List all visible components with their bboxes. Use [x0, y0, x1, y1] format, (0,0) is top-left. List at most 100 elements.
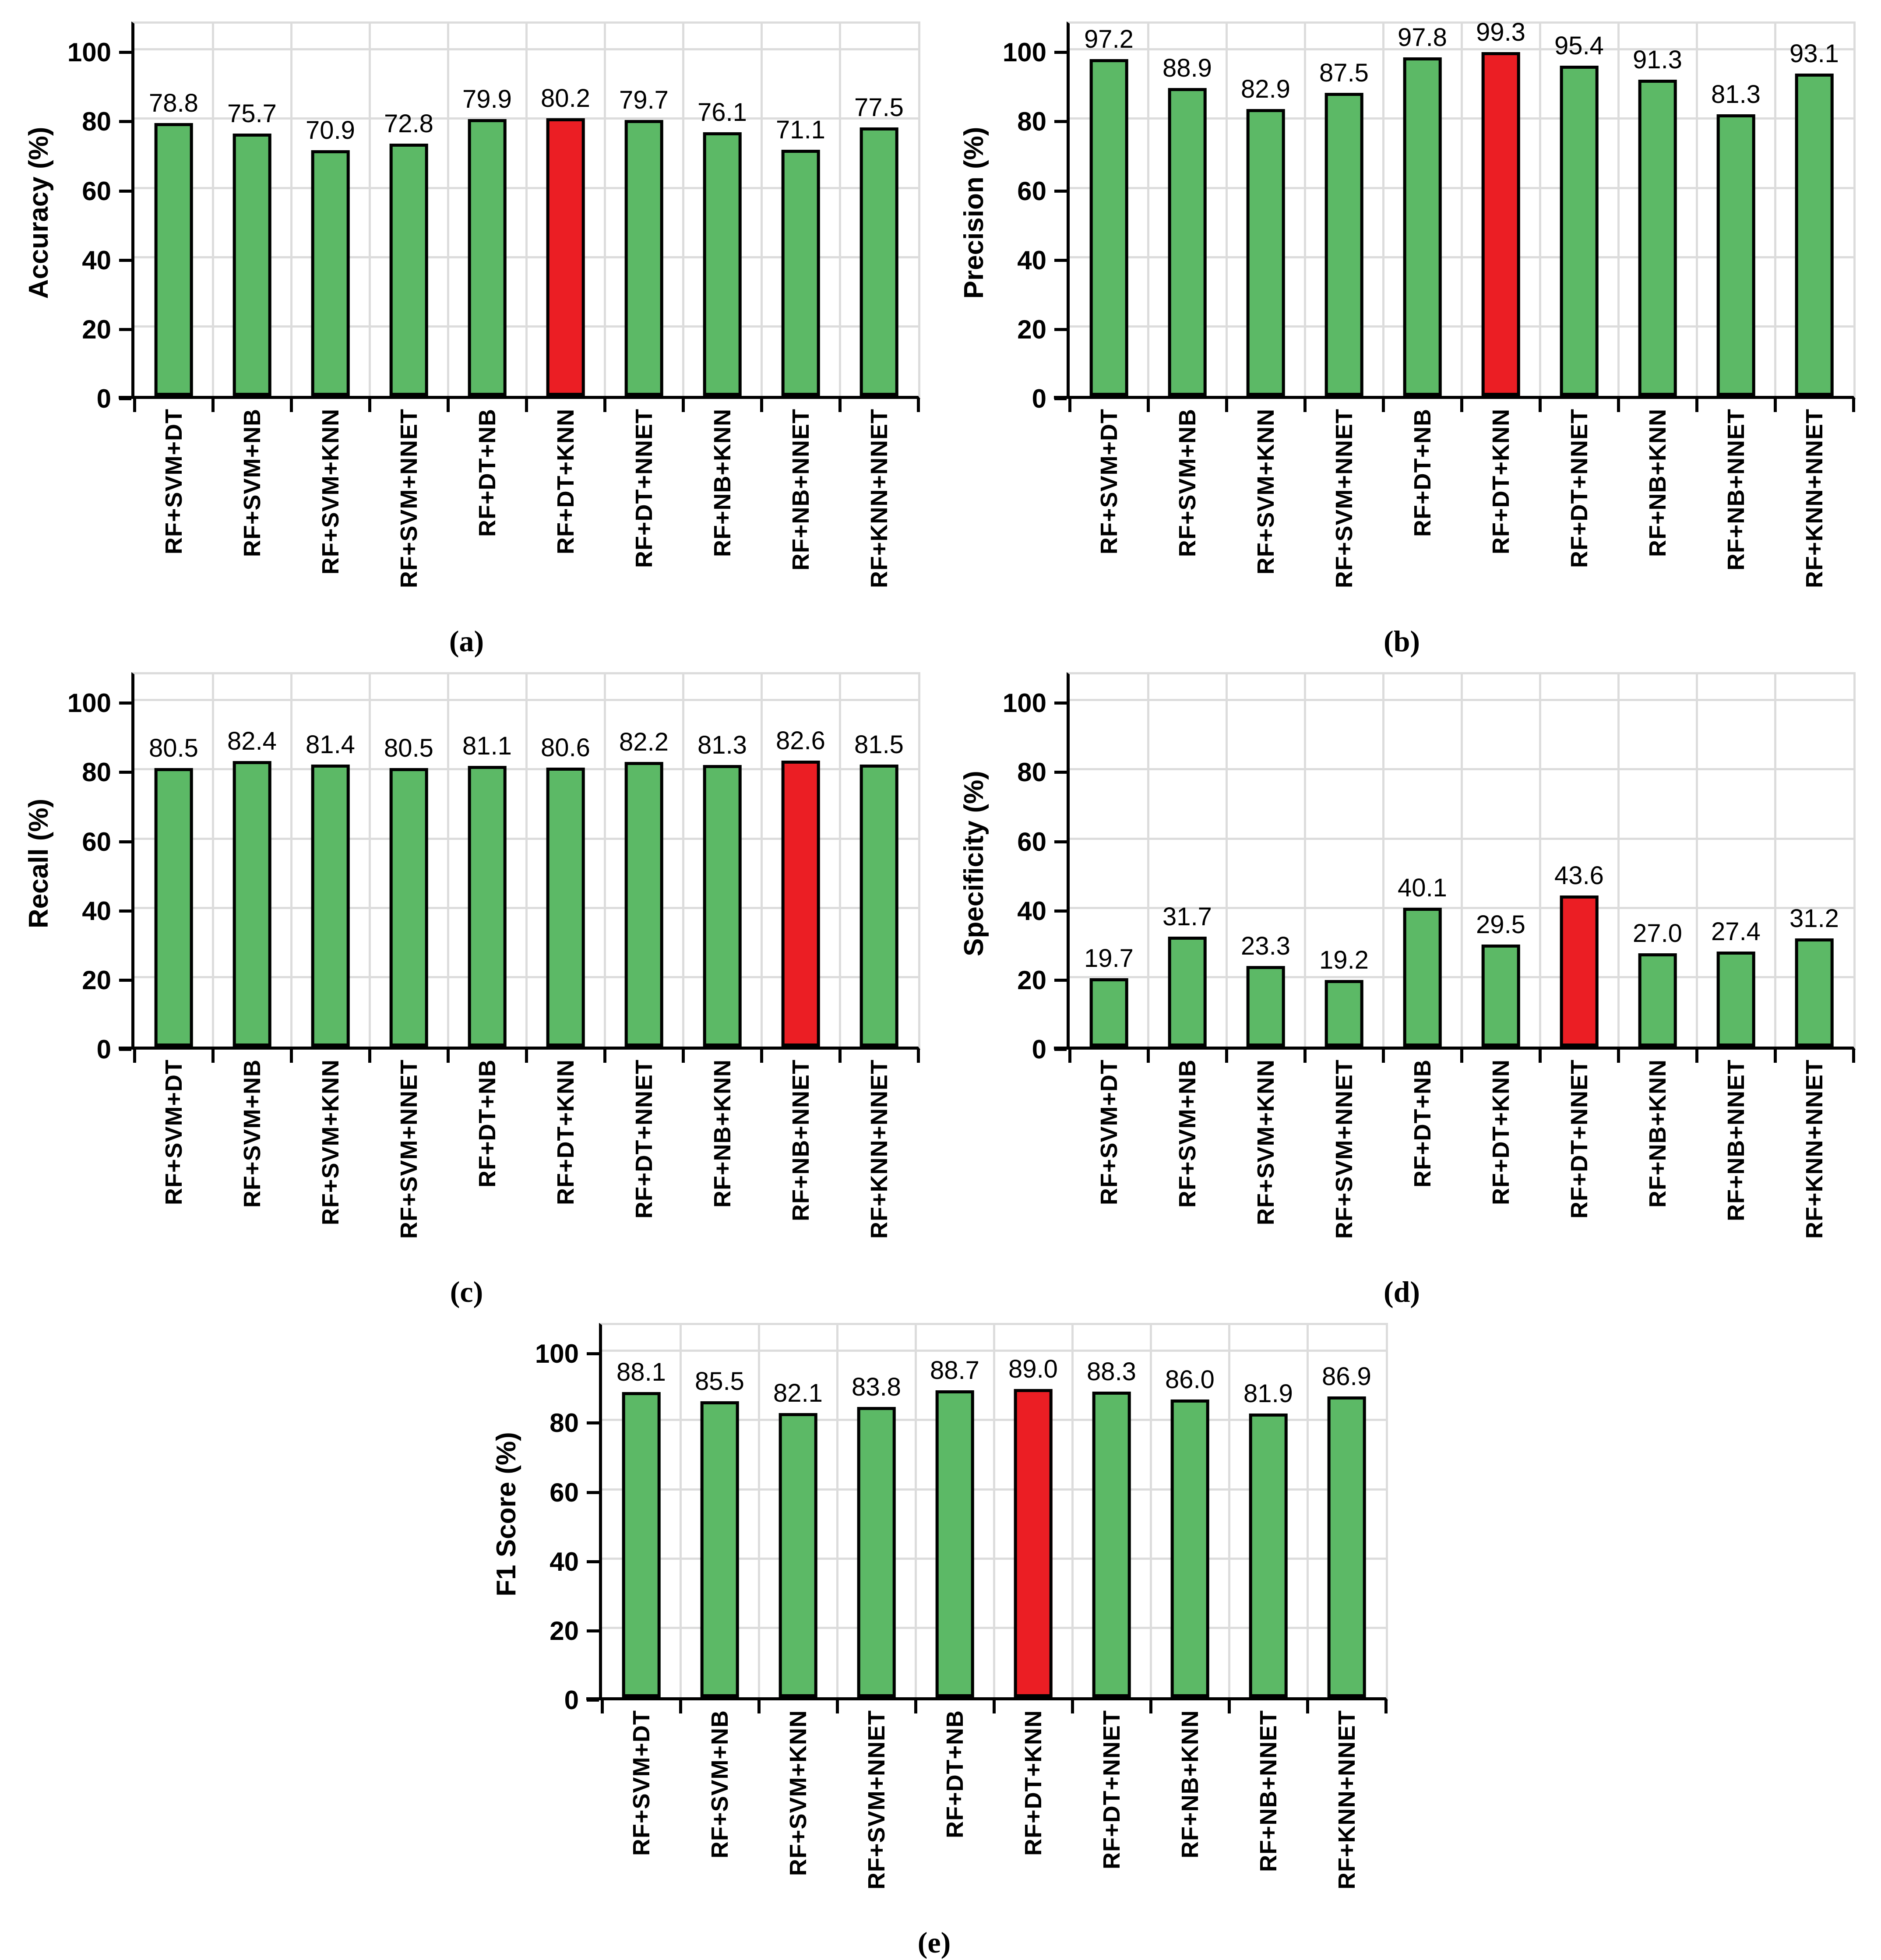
category-label: RF+NB+KNN	[1644, 409, 1671, 557]
category-label-cell: RF+DT+KNN	[1462, 1050, 1540, 1271]
gridline-vertical	[1307, 1325, 1309, 1697]
bar-value-label: 79.9	[462, 85, 512, 114]
category-label-cell: RF+NB+KNN	[1151, 1700, 1229, 1921]
bar	[1795, 73, 1834, 396]
bar-value-label: 31.2	[1789, 904, 1839, 933]
x-tick-mark	[1539, 1050, 1542, 1063]
x-tick-mark	[1384, 1700, 1388, 1713]
panel-recall: Recall (%) 0 20 40 60 80 100 80.5 82.4 81.4 80.5 81…	[13, 659, 933, 1309]
bar-value-label: 82.9	[1241, 74, 1290, 103]
category-label-cell: RF+SVM+DT	[134, 1050, 213, 1271]
x-tick-mark	[914, 1700, 917, 1713]
y-tick-mark	[1054, 840, 1067, 843]
y-tick-mark	[1054, 771, 1067, 774]
gridline-vertical	[290, 674, 292, 1047]
x-tick-mark	[1460, 399, 1463, 412]
gridline-vertical	[212, 674, 214, 1047]
x-tick-mark	[838, 399, 842, 412]
y-tick-label: 20	[1017, 965, 1046, 995]
y-tick-mark	[119, 840, 131, 843]
category-label-cell: RF+SVM+NNET	[1305, 1050, 1383, 1271]
y-tick-label: 0	[564, 1685, 579, 1715]
x-tick-mark	[1695, 1050, 1698, 1063]
panel-tag-area: (c)	[13, 1271, 920, 1309]
bar-value-label: 71.1	[776, 115, 825, 144]
category-label-cell: RF+SVM+DT	[602, 1700, 680, 1921]
bar	[154, 768, 193, 1047]
bar-value-label: 78.8	[149, 88, 198, 117]
category-label: RF+DT+NB	[474, 409, 500, 537]
bar	[859, 764, 898, 1047]
category-label-cell: RF+SVM+KNN	[1226, 1050, 1305, 1271]
bar-value-label: 19.7	[1084, 944, 1134, 973]
category-label: RF+DT+NNET	[631, 1059, 657, 1219]
bar-value-label: 23.3	[1241, 931, 1290, 960]
x-tick-mark	[601, 1700, 604, 1713]
x-tick-mark	[993, 1700, 996, 1713]
gridline-vertical	[1226, 674, 1228, 1047]
y-tick-mark	[1054, 702, 1067, 705]
bar	[778, 1413, 817, 1697]
gridline-vertical	[1461, 674, 1463, 1047]
gridline-vertical	[761, 24, 763, 396]
y-tick-label: 0	[96, 1035, 111, 1064]
y-tick-label: 0	[1032, 384, 1046, 413]
category-label: RF+DT+NNET	[1098, 1710, 1125, 1870]
y-tick-mark	[1054, 189, 1067, 193]
bar-value-label: 19.2	[1319, 946, 1369, 975]
x-tick-mark	[682, 1050, 685, 1063]
y-axis: 0 20 40 60 80 100	[55, 677, 131, 1063]
gridline-vertical	[447, 24, 449, 396]
x-tick-mark	[1147, 1050, 1150, 1063]
x-tick-mark	[447, 399, 450, 412]
y-tick-label: 40	[550, 1547, 579, 1576]
category-label: RF+DT+NNET	[631, 409, 657, 568]
category-label: RF+KNN+NNET	[1333, 1710, 1360, 1890]
bar	[859, 127, 898, 396]
x-tick-mark	[1852, 1050, 1855, 1063]
category-label-cell: RF+SVM+NNET	[370, 399, 448, 620]
x-axis-overhang	[119, 1047, 134, 1050]
category-label: RF+SVM+DT	[1095, 409, 1122, 555]
category-label-cell: RF+NB+NNET	[1697, 399, 1775, 620]
category-label-cell: RF+KNN+NNET	[1307, 1700, 1386, 1921]
bar	[703, 132, 742, 396]
x-tick-mark	[760, 399, 763, 412]
x-tick-mark	[133, 399, 136, 412]
bar	[781, 760, 820, 1047]
gridline-vertical	[1617, 24, 1620, 396]
category-label: RF+NB+KNN	[709, 409, 736, 557]
category-label-cell: RF+SVM+NB	[1148, 399, 1226, 620]
x-tick-mark	[1225, 399, 1228, 412]
bar	[1249, 1414, 1288, 1697]
category-label-cell: RF+NB+NNET	[761, 399, 840, 620]
x-axis-labels: RF+SVM+DT RF+SVM+NB RF+SVM+KNN RF+SVM+NNET R…	[1070, 399, 1853, 620]
gridline-vertical	[290, 24, 292, 396]
gridline-vertical	[839, 674, 841, 1047]
y-tick-label: 100	[67, 688, 111, 718]
y-axis: 0 20 40 60 80 100	[990, 677, 1067, 1063]
category-label-cell: RF+DT+KNN	[994, 1700, 1072, 1921]
bar	[857, 1407, 896, 1697]
panel-precision: Precision (%) 0 20 40 60 80 100 97.2 88.9 82.9 87.…	[948, 8, 1868, 659]
y-axis: 0 20 40 60 80 100	[55, 27, 131, 412]
x-tick-mark	[133, 1050, 136, 1063]
y-tick-mark	[1054, 909, 1067, 913]
gridline-vertical	[682, 674, 684, 1047]
category-label: RF+SVM+NNET	[395, 1059, 422, 1239]
bar	[1092, 1391, 1131, 1697]
x-tick-mark	[368, 1050, 371, 1063]
bar	[232, 761, 271, 1047]
y-axis-title-area: Accuracy (%)	[13, 27, 55, 399]
bar-value-label: 82.4	[227, 727, 277, 756]
y-tick-label: 20	[1017, 314, 1046, 344]
category-label-cell: RF+DT+KNN	[526, 1050, 605, 1271]
y-tick-label: 80	[82, 758, 111, 787]
y-tick-label: 40	[1017, 896, 1046, 926]
y-tick-mark	[119, 702, 131, 705]
gridline-vertical	[1461, 24, 1463, 396]
category-label: RF+SVM+NNET	[1331, 1059, 1357, 1239]
category-label-cell: RF+DT+NB	[448, 399, 526, 620]
bar	[1560, 65, 1599, 396]
gridline-vertical	[993, 1325, 995, 1697]
